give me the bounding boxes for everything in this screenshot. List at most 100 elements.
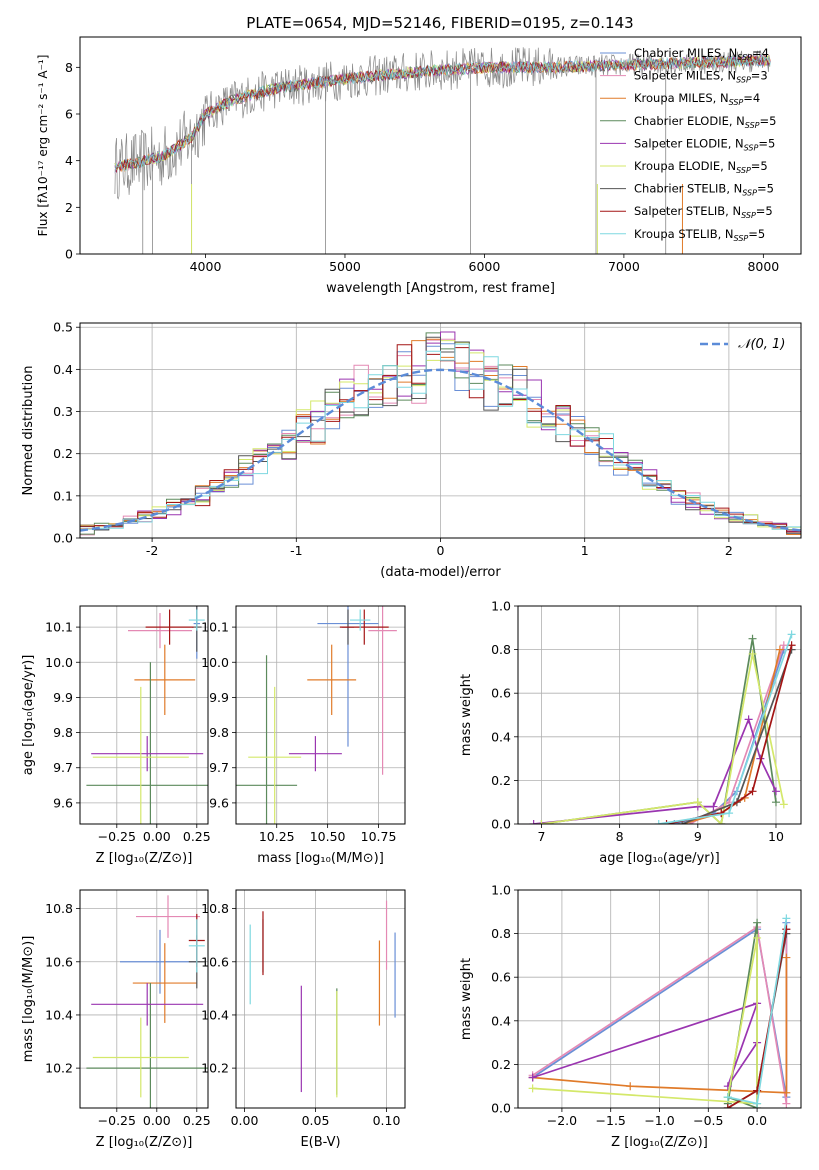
x-axis-label: Z [log₁₀(Z/Z⊙)] <box>96 1135 193 1150</box>
y-tick-label: 1.0 <box>491 883 511 898</box>
y-tick-label: 0.5 <box>53 320 73 335</box>
mass-weight-point <box>782 953 791 962</box>
y-axis-label: mass weight <box>459 958 474 1040</box>
x-tick-label: 2 <box>725 543 733 558</box>
y-tick-label: 10.2 <box>45 1061 73 1076</box>
x-tick-label: 10.50 <box>310 829 346 844</box>
y-tick-label: 0.8 <box>491 642 511 657</box>
mass-weight-line <box>533 716 777 824</box>
x-tick-label: -2 <box>146 543 158 558</box>
y-tick-label: 10.4 <box>45 1007 73 1022</box>
y-tick-label: 9.6 <box>53 795 73 810</box>
x-axis-label: Z [log₁₀(Z/Z⊙)] <box>96 851 193 866</box>
legend-entry: Chabrier STELIB, NSSP=5 <box>634 182 774 198</box>
mass-weight-point <box>787 641 796 650</box>
legend-entry: Kroupa STELIB, NSSP=5 <box>634 227 765 243</box>
mass-weight-point <box>744 715 753 724</box>
y-tick-label: 0.4 <box>53 362 73 377</box>
y-tick-label: 8 <box>65 60 73 75</box>
mass-weight-point <box>782 1099 791 1108</box>
x-tick-label: 8000 <box>747 259 779 274</box>
y-tick-label: 0.6 <box>491 970 511 985</box>
y-tick-label: 4 <box>65 153 73 168</box>
y-tick-label: 10.0 <box>45 655 73 670</box>
mass-weight-point <box>528 1084 537 1093</box>
x-tick-label: 9 <box>694 829 702 844</box>
grid <box>80 606 208 824</box>
panel-weight-vs-age: 7 8 9 10 0.0 0.2 0.4 0.6 0.8 1.0 age [log₁₀(age/yr… <box>459 599 802 866</box>
plot-area <box>86 895 208 1108</box>
x-tick-label: −0.25 <box>98 1113 136 1128</box>
mass-weight-line <box>541 638 777 824</box>
x-tick-label: −0.5 <box>693 1113 723 1128</box>
mass-weight-point <box>626 1082 635 1091</box>
y-tick-label: 6 <box>65 107 73 122</box>
y-tick-label: 10.6 <box>45 954 73 969</box>
x-tick-label: 6000 <box>469 259 501 274</box>
x-axis-label: wavelength [Angstrom, rest frame] <box>326 281 555 296</box>
x-tick-label: 10.25 <box>259 829 295 844</box>
y-tick-label: 0.2 <box>53 446 73 461</box>
mass-weight-point <box>753 933 762 942</box>
x-tick-label: 0.0 <box>747 1113 767 1128</box>
y-tick-label: 10.1 <box>201 620 229 635</box>
mass-weight-point <box>709 802 718 811</box>
panel-mass-vs-ebv: 0.00 0.05 0.10 10.2 10.4 10.6 10.8 E(B-V) <box>201 889 406 1150</box>
legend-entry: Salpeter ELODIE, NSSP=5 <box>634 136 775 152</box>
axes-frame <box>79 36 802 255</box>
mass-weight-point <box>723 1104 732 1108</box>
mass-weight-point <box>537 820 546 824</box>
y-tick-label: 0 <box>65 247 73 262</box>
mass-weight-point <box>654 820 663 824</box>
mass-weight-point <box>693 798 702 807</box>
grid <box>236 890 405 1108</box>
y-tick-label: 2 <box>65 200 73 215</box>
mass-weight-point <box>771 787 780 796</box>
y-tick-label: 1.0 <box>491 599 511 614</box>
mass-weight-point <box>529 820 538 824</box>
x-tick-label: 4000 <box>190 259 222 274</box>
figure-title: PLATE=0654, MJD=52146, FIBERID=0195, z=0… <box>246 14 633 32</box>
mass-weight-line <box>666 644 793 824</box>
y-tick-label: 0.6 <box>491 686 511 701</box>
x-tick-label: 0 <box>437 543 445 558</box>
x-axis-label: mass [log₁₀(M/M⊙)] <box>257 851 384 866</box>
y-tick-label: 10.8 <box>45 901 73 916</box>
y-tick-label: 9.9 <box>209 690 229 705</box>
mass-weight-point <box>748 787 757 796</box>
y-tick-label: 9.8 <box>209 725 229 740</box>
axes-frame <box>517 605 802 825</box>
mass-weight-point <box>753 918 762 927</box>
y-tick-label: 10.4 <box>201 1007 229 1022</box>
y-axis-label: mass weight <box>459 674 474 756</box>
y-tick-label: 10.0 <box>201 655 229 670</box>
spectrum-legend: Chabrier MILES, NSSP=4 Salpeter MILES, NS… <box>600 46 776 243</box>
panel-mass-vs-Z: −0.25 0.00 0.25 10.2 10.4 10.6 10.8 Z [log₁₀(Z/… <box>21 889 211 1150</box>
model-spectrum-line <box>114 54 771 173</box>
panel-age-vs-mass: 10.25 10.50 10.75 9.6 9.7 9.8 9.9 10.0 10.1 mass … <box>201 605 406 866</box>
x-tick-label: 0.00 <box>231 1113 259 1128</box>
panel-age-vs-Z: −0.25 0.00 0.25 9.6 9.7 9.8 9.9 10.0 10.1 Z [log₁… <box>21 605 211 866</box>
x-tick-label: −2.0 <box>547 1113 577 1128</box>
legend-entry: Chabrier MILES, NSSP=4 <box>634 46 769 62</box>
legend-entry: Kroupa ELODIE, NSSP=5 <box>634 159 768 175</box>
y-tick-label: 10.8 <box>201 901 229 916</box>
plot-area <box>114 47 771 254</box>
grid <box>518 605 801 825</box>
panel-residuals: -2 -1 0 1 2 0.0 0.1 0.2 0.3 0.4 0.5 (data-model)/er… <box>21 320 802 580</box>
y-tick-label: 0.4 <box>491 729 511 744</box>
x-tick-label: −1.0 <box>644 1113 674 1128</box>
axes-frame <box>79 889 209 1109</box>
mass-weight-point <box>771 798 780 807</box>
x-axis-label: age [log₁₀(age/yr)] <box>599 851 720 866</box>
x-tick-label: 10 <box>768 829 784 844</box>
x-axis-label: E(B-V) <box>300 1135 340 1150</box>
x-tick-label: −1.5 <box>596 1113 626 1128</box>
x-tick-label: -1 <box>290 543 302 558</box>
y-tick-label: 9.7 <box>53 760 73 775</box>
mass-weight-point <box>753 1099 762 1108</box>
axes-frame <box>79 605 209 825</box>
y-axis-label: mass [log₁₀(M/M⊙)] <box>21 936 36 1063</box>
x-tick-label: 0.00 <box>143 829 171 844</box>
